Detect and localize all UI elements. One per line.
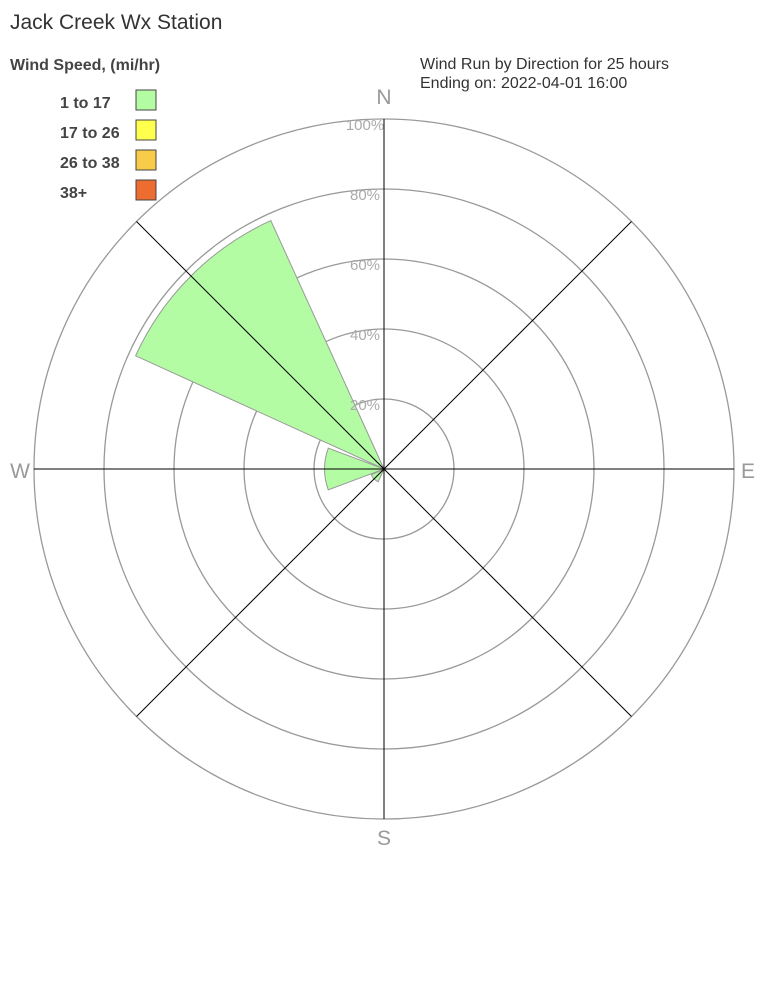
compass-s: S — [377, 827, 391, 850]
legend-label: 1 to 17 — [60, 95, 111, 112]
axes — [34, 119, 734, 819]
compass-labels: N E S W — [10, 86, 755, 850]
ring-label: 80% — [350, 187, 380, 204]
compass-e: E — [741, 460, 755, 483]
ring-label: 60% — [350, 257, 380, 274]
chart-subtitle: Ending on: 2022-04-01 16:00 — [420, 75, 627, 92]
ring-label: 100% — [346, 117, 384, 134]
ring-labels: 20% 40% 60% 80% 100% — [346, 117, 384, 414]
legend-title: Wind Speed, (mi/hr) — [10, 57, 160, 74]
compass-n: N — [376, 86, 391, 109]
axis-line — [136, 221, 632, 717]
ring-label: 20% — [350, 397, 380, 414]
ring-label: 40% — [350, 327, 380, 344]
legend-label: 38+ — [60, 185, 87, 202]
station-title: Jack Creek Wx Station — [10, 11, 222, 34]
compass-w: W — [10, 460, 30, 483]
legend-swatch — [135, 119, 157, 141]
legend: 1 to 17 17 to 26 26 to 38 38+ — [60, 89, 157, 202]
legend-label: 26 to 38 — [60, 155, 120, 172]
legend-label: 17 to 26 — [60, 125, 120, 142]
legend-swatch — [135, 149, 157, 171]
chart-title: Wind Run by Direction for 25 hours — [420, 56, 669, 73]
wedges — [134, 219, 386, 491]
legend-swatch — [135, 179, 157, 201]
legend-swatch — [135, 89, 157, 111]
